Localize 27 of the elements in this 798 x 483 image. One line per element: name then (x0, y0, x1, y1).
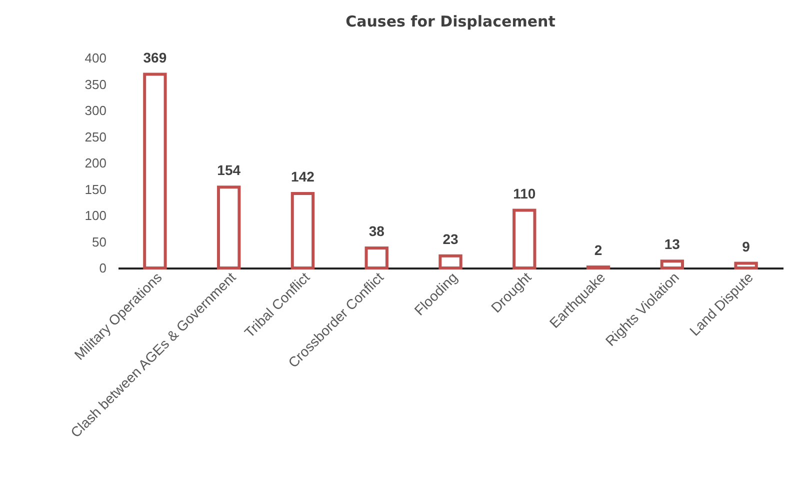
bar (438, 254, 462, 270)
data-label: 110 (513, 185, 536, 202)
y-tick-label: 100 (84, 208, 106, 223)
bar (734, 262, 758, 270)
bar (660, 260, 684, 270)
data-label: 9 (742, 238, 750, 254)
y-tick-label: 300 (84, 103, 106, 118)
y-tick-label: 400 (84, 50, 106, 66)
data-label: 23 (442, 230, 458, 247)
bar (512, 208, 536, 270)
chart-title: Causes for Displacement (346, 12, 556, 30)
data-label: 2 (594, 242, 602, 258)
y-tick-label: 200 (84, 156, 106, 170)
bar (290, 192, 315, 270)
y-tick-label: 350 (84, 76, 106, 92)
y-tick-label: 250 (84, 129, 106, 144)
bar (364, 246, 388, 270)
bar (216, 186, 241, 270)
y-tick-label: 150 (84, 182, 106, 197)
y-tick-label: 50 (92, 234, 106, 250)
data-label: 142 (291, 168, 315, 184)
data-label: 38 (368, 223, 385, 240)
data-label: 369 (143, 49, 167, 66)
bar (143, 72, 167, 270)
data-label: 154 (217, 162, 241, 178)
y-tick-label: 0 (99, 260, 106, 276)
data-label: 13 (664, 236, 680, 252)
